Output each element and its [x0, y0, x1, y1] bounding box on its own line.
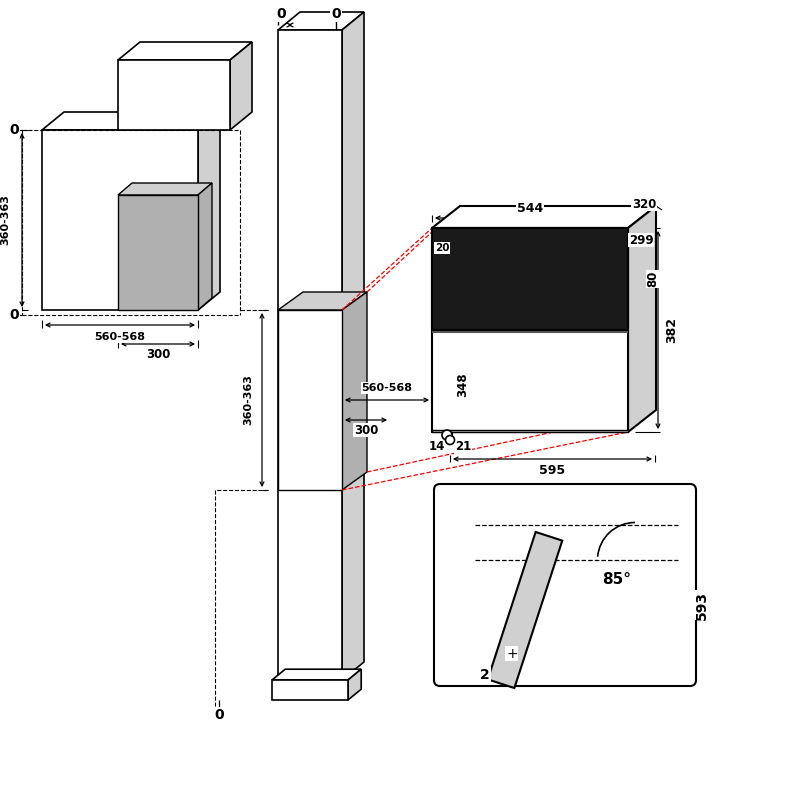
Text: 560-568: 560-568 [94, 332, 146, 342]
Polygon shape [118, 60, 230, 130]
Text: 80: 80 [646, 271, 659, 287]
Text: 300: 300 [354, 423, 378, 437]
Text: +: + [506, 646, 518, 661]
Polygon shape [42, 130, 198, 310]
Circle shape [446, 435, 454, 445]
Circle shape [442, 430, 452, 440]
Text: 595: 595 [539, 463, 565, 477]
Text: 348: 348 [457, 373, 470, 398]
Text: 0: 0 [331, 7, 341, 21]
Text: 382: 382 [666, 317, 678, 343]
Polygon shape [278, 30, 342, 680]
Text: 300: 300 [146, 347, 170, 361]
Text: 2: 2 [480, 668, 490, 682]
Text: 320: 320 [632, 198, 656, 210]
Text: 0: 0 [9, 123, 19, 137]
Polygon shape [198, 112, 220, 310]
Polygon shape [118, 195, 198, 310]
Text: 0: 0 [9, 308, 19, 322]
Polygon shape [488, 532, 562, 688]
Polygon shape [198, 183, 212, 310]
Polygon shape [342, 292, 367, 490]
Polygon shape [272, 680, 348, 700]
Polygon shape [278, 12, 364, 30]
Text: 14: 14 [429, 441, 445, 454]
Text: 593: 593 [695, 590, 709, 619]
Polygon shape [432, 228, 628, 432]
Text: 299: 299 [629, 234, 654, 246]
FancyBboxPatch shape [434, 484, 696, 686]
Text: 0: 0 [276, 7, 286, 21]
Text: 360-363: 360-363 [0, 194, 10, 246]
Polygon shape [342, 12, 364, 680]
Text: 560-568: 560-568 [362, 383, 413, 393]
Polygon shape [118, 183, 212, 195]
Polygon shape [432, 430, 628, 432]
Text: 20: 20 [434, 243, 450, 253]
Polygon shape [432, 206, 656, 228]
Text: 85°: 85° [602, 573, 631, 587]
Polygon shape [432, 228, 628, 330]
Polygon shape [42, 112, 220, 130]
Polygon shape [628, 206, 656, 432]
Polygon shape [230, 42, 252, 130]
Polygon shape [118, 42, 252, 60]
Polygon shape [278, 292, 367, 310]
Polygon shape [272, 669, 362, 680]
Polygon shape [278, 310, 342, 490]
Text: 360-363: 360-363 [243, 374, 253, 426]
Text: 21: 21 [455, 441, 471, 454]
Text: 544: 544 [517, 202, 543, 214]
Polygon shape [348, 669, 362, 700]
Text: 0: 0 [214, 708, 224, 722]
